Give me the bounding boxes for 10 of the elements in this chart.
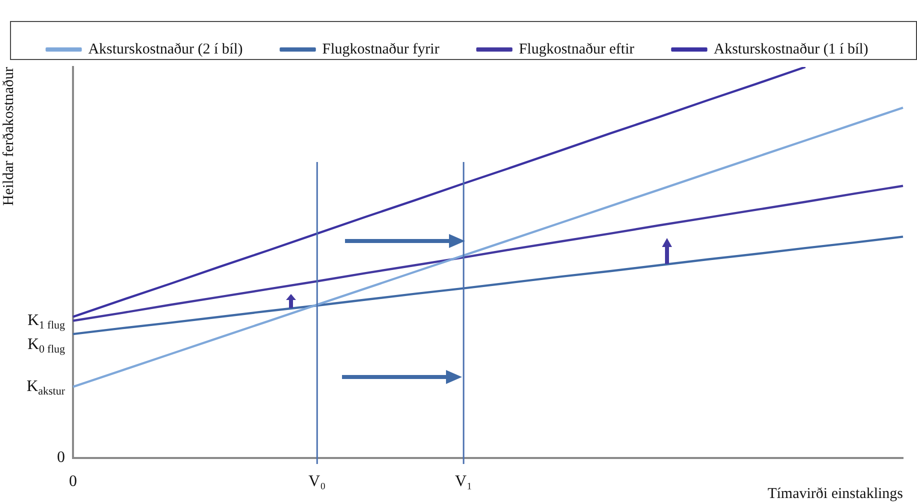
text: 0: [57, 449, 65, 466]
legend-label: Flugkostnaður fyrir: [322, 41, 440, 58]
x-axis-title: Tímavirði einstaklings: [768, 486, 904, 502]
legend-label: Aksturskostnaður (2 í bíl): [88, 41, 243, 58]
x-tick-label: V₁: [455, 472, 472, 490]
y-axis-title: Heildar ferðakostnaður: [0, 67, 17, 206]
legend-label: Flugkostnaður eftir: [518, 41, 634, 58]
x-tick-label: V₀: [308, 472, 326, 490]
x-tick-label: 0: [69, 472, 77, 490]
legend-label: Aksturskostnaður (1 í bíl): [714, 41, 868, 58]
